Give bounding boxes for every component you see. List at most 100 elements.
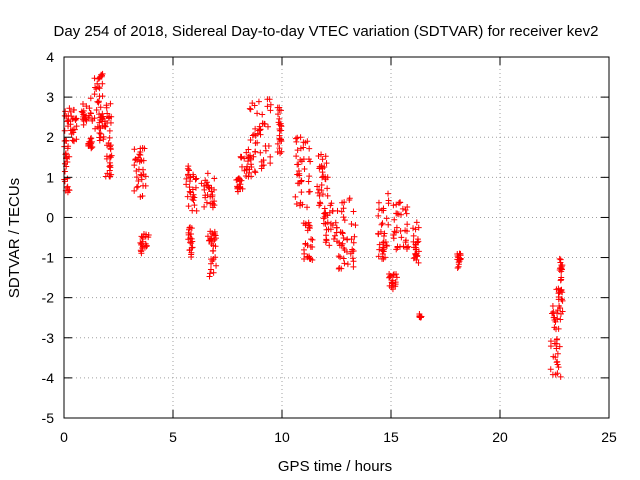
y-tick-label: -1	[42, 250, 55, 266]
data-point	[185, 171, 192, 178]
data-point	[415, 259, 422, 266]
axis-ticks	[63, 56, 610, 419]
data-point	[188, 231, 195, 238]
data-point	[185, 203, 192, 210]
data-point	[319, 191, 326, 198]
data-point	[69, 127, 76, 134]
data-point	[203, 199, 210, 206]
data-point	[346, 195, 353, 202]
data-point	[324, 219, 331, 226]
x-tick-labels: 0 5 10 15 20 25	[60, 429, 617, 445]
data-point	[207, 266, 214, 273]
data-point	[402, 237, 409, 244]
data-point	[96, 137, 103, 144]
data-point	[348, 221, 355, 228]
data-point	[99, 80, 106, 87]
data-point	[341, 260, 348, 267]
data-point	[553, 345, 560, 352]
data-point	[276, 107, 283, 114]
data-point	[375, 253, 382, 260]
y-tick-label: 1	[46, 169, 54, 185]
data-point	[556, 265, 563, 272]
data-point	[239, 163, 246, 170]
data-point	[250, 153, 257, 160]
data-point	[383, 215, 390, 222]
data-point	[294, 134, 301, 141]
data-point	[184, 165, 191, 172]
data-point	[557, 277, 564, 284]
data-point	[403, 246, 410, 253]
data-point	[67, 121, 74, 128]
data-point	[133, 174, 140, 181]
data-point	[347, 250, 354, 257]
data-point	[83, 103, 90, 110]
data-point	[93, 85, 100, 92]
data-point	[213, 262, 220, 269]
data-point	[139, 243, 146, 250]
data-point	[556, 255, 563, 262]
data-point	[97, 130, 104, 137]
data-point	[547, 338, 554, 345]
data-point	[558, 296, 565, 303]
data-point	[552, 354, 559, 361]
data-point	[100, 133, 107, 140]
data-point	[385, 200, 392, 207]
data-point	[385, 221, 392, 228]
data-point	[375, 206, 382, 213]
data-point	[412, 244, 419, 251]
data-point	[102, 173, 109, 180]
data-point	[392, 281, 399, 288]
data-point	[71, 138, 78, 145]
data-point	[295, 161, 302, 168]
data-point	[554, 315, 561, 322]
data-point	[327, 220, 334, 227]
data-point	[184, 193, 191, 200]
data-point	[186, 226, 193, 233]
data-point	[557, 259, 564, 266]
data-point	[320, 220, 327, 227]
x-tick-label: 10	[274, 429, 290, 445]
y-tick-label: -2	[42, 290, 55, 306]
data-point	[237, 153, 244, 160]
data-point	[556, 302, 563, 309]
data-point	[140, 157, 147, 164]
data-point	[61, 137, 68, 144]
data-point	[328, 200, 335, 207]
data-point	[277, 136, 284, 143]
data-point	[349, 246, 356, 253]
data-point	[298, 177, 305, 184]
data-point	[86, 138, 93, 145]
data-point	[252, 169, 259, 176]
data-point	[339, 229, 346, 236]
data-point	[352, 222, 359, 229]
data-point	[557, 316, 564, 323]
data-point	[80, 100, 87, 107]
data-point	[252, 125, 259, 132]
grid-lines	[64, 57, 609, 418]
data-point	[551, 314, 558, 321]
data-point	[350, 263, 357, 270]
data-point	[96, 119, 103, 126]
data-point	[257, 131, 264, 138]
data-point	[300, 220, 307, 227]
data-point	[324, 192, 331, 199]
data-point	[142, 182, 149, 189]
data-point	[61, 127, 68, 134]
data-point	[190, 173, 197, 180]
data-point	[139, 234, 146, 241]
data-point	[398, 211, 405, 218]
data-point	[71, 107, 78, 114]
data-point	[330, 236, 337, 243]
data-point	[87, 135, 94, 142]
data-point	[258, 163, 265, 170]
data-point	[379, 244, 386, 251]
data-point	[350, 239, 357, 246]
data-point	[336, 239, 343, 246]
data-point	[94, 98, 101, 105]
x-tick-label: 15	[383, 429, 399, 445]
data-point	[399, 205, 406, 212]
data-point	[326, 242, 333, 249]
data-point	[389, 286, 396, 293]
x-tick-label: 25	[601, 429, 617, 445]
